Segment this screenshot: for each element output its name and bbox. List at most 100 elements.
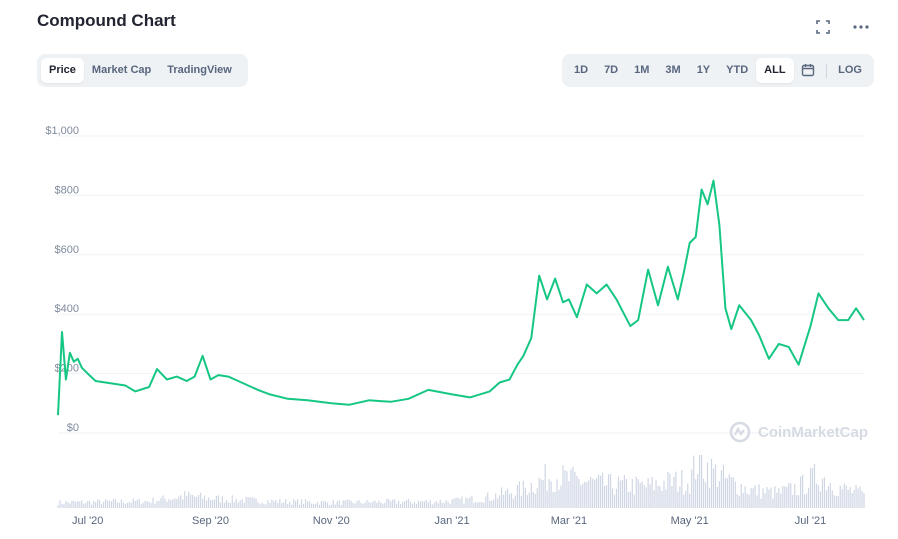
volume-bar bbox=[110, 501, 113, 508]
x-tick-label: Mar '21 bbox=[551, 515, 587, 527]
volume-bar bbox=[322, 501, 324, 508]
volume-bar bbox=[293, 499, 295, 508]
range-1y[interactable]: 1Y bbox=[696, 64, 711, 76]
volume-bar bbox=[671, 486, 673, 508]
volume-bar bbox=[760, 498, 762, 508]
volume-bar bbox=[471, 495, 473, 508]
volume-bar bbox=[106, 500, 109, 508]
volume-bar bbox=[748, 494, 750, 508]
page-title: Compound Chart bbox=[37, 11, 176, 30]
volume-bar bbox=[455, 497, 457, 508]
x-tick-label: May '21 bbox=[671, 515, 709, 527]
range-1d[interactable]: 1D bbox=[574, 64, 589, 76]
volume-bar bbox=[166, 501, 168, 508]
volume-bar bbox=[469, 497, 471, 508]
volume-bar bbox=[77, 501, 79, 508]
range-7d[interactable]: 7D bbox=[604, 64, 619, 76]
volume-bar bbox=[813, 463, 816, 508]
y-tick-label: $600 bbox=[55, 244, 79, 256]
volume-bar bbox=[562, 465, 564, 508]
volume-bar bbox=[790, 483, 792, 508]
volume-bar bbox=[811, 468, 814, 508]
volume-bar bbox=[792, 495, 794, 508]
volume-bar bbox=[506, 488, 509, 508]
volume-bar bbox=[704, 482, 707, 508]
chart-type-tabs: Price Market Cap TradingView bbox=[37, 54, 248, 87]
volume-bar bbox=[617, 476, 620, 508]
volume-bar bbox=[164, 498, 166, 508]
volume-bar bbox=[794, 484, 796, 508]
volume-bar bbox=[821, 478, 824, 508]
volume-bar bbox=[732, 477, 734, 508]
volume-bar bbox=[552, 491, 554, 508]
volume-bar bbox=[370, 502, 372, 508]
volume-bar bbox=[126, 502, 128, 508]
y-tick-label: $400 bbox=[55, 303, 79, 315]
volume-bar bbox=[112, 499, 115, 508]
volume-bar bbox=[156, 501, 158, 508]
volume-bar bbox=[550, 481, 552, 508]
volume-bar bbox=[275, 500, 277, 508]
fullscreen-icon[interactable] bbox=[814, 18, 832, 36]
volume-bar bbox=[831, 490, 833, 508]
volume-bar bbox=[807, 487, 810, 508]
tab-tradingview[interactable]: TradingView bbox=[167, 64, 232, 76]
volume-bar bbox=[449, 504, 451, 508]
volume-bar bbox=[394, 499, 396, 508]
volume-bar bbox=[374, 500, 376, 508]
volume-bar bbox=[413, 501, 416, 508]
volume-bar bbox=[453, 498, 455, 508]
volume-bar bbox=[376, 503, 378, 508]
volume-bar bbox=[399, 504, 402, 508]
more-dots-icon[interactable] bbox=[852, 18, 870, 36]
volume-bar bbox=[83, 503, 85, 508]
volume-bar bbox=[162, 495, 164, 508]
x-tick-label: Jan '21 bbox=[435, 515, 470, 527]
volume-bar bbox=[788, 483, 790, 508]
volume-bar bbox=[306, 501, 309, 508]
volume-bar bbox=[188, 491, 190, 508]
volume-bar bbox=[336, 501, 338, 508]
volume-bar bbox=[302, 503, 305, 508]
volume-bar bbox=[332, 500, 334, 508]
volume-bar bbox=[596, 477, 598, 508]
volume-bar bbox=[817, 485, 820, 508]
volume-bar bbox=[802, 474, 804, 508]
volume-bar bbox=[362, 503, 364, 508]
calendar-button[interactable] bbox=[794, 58, 822, 83]
volume-bar bbox=[415, 503, 418, 508]
volume-bar bbox=[699, 455, 701, 508]
volume-bar bbox=[158, 501, 160, 508]
volume-bar bbox=[809, 467, 812, 508]
range-3m[interactable]: 3M bbox=[665, 64, 681, 76]
volume-bar bbox=[128, 501, 130, 508]
volume-bar bbox=[271, 499, 273, 508]
volume-bar bbox=[695, 479, 697, 508]
volume-bar bbox=[198, 495, 200, 508]
volume-bar bbox=[81, 500, 83, 508]
range-ytd[interactable]: YTD bbox=[726, 64, 749, 76]
volume-bar bbox=[728, 474, 730, 508]
volume-bar bbox=[613, 494, 616, 508]
tab-market-cap[interactable]: Market Cap bbox=[91, 64, 152, 76]
volume-bar bbox=[217, 495, 220, 508]
volume-bar bbox=[495, 493, 497, 508]
volume-bar bbox=[627, 492, 629, 508]
volume-bar bbox=[819, 491, 822, 508]
volume-bar bbox=[425, 499, 427, 508]
range-all[interactable]: ALL bbox=[756, 58, 794, 83]
volume-bar bbox=[255, 498, 257, 508]
volume-bar bbox=[118, 502, 120, 508]
volume-bar bbox=[762, 488, 764, 508]
log-scale-toggle[interactable]: LOG bbox=[838, 64, 862, 76]
volume-bar bbox=[398, 500, 400, 508]
volume-bar bbox=[485, 496, 487, 508]
range-1m[interactable]: 1M bbox=[634, 64, 650, 76]
volume-bar bbox=[124, 503, 126, 508]
volume-bar bbox=[752, 488, 754, 508]
tab-price[interactable]: Price bbox=[41, 58, 84, 83]
volume-bar bbox=[273, 501, 275, 508]
volume-bar bbox=[291, 504, 293, 508]
volume-bar bbox=[334, 504, 336, 508]
